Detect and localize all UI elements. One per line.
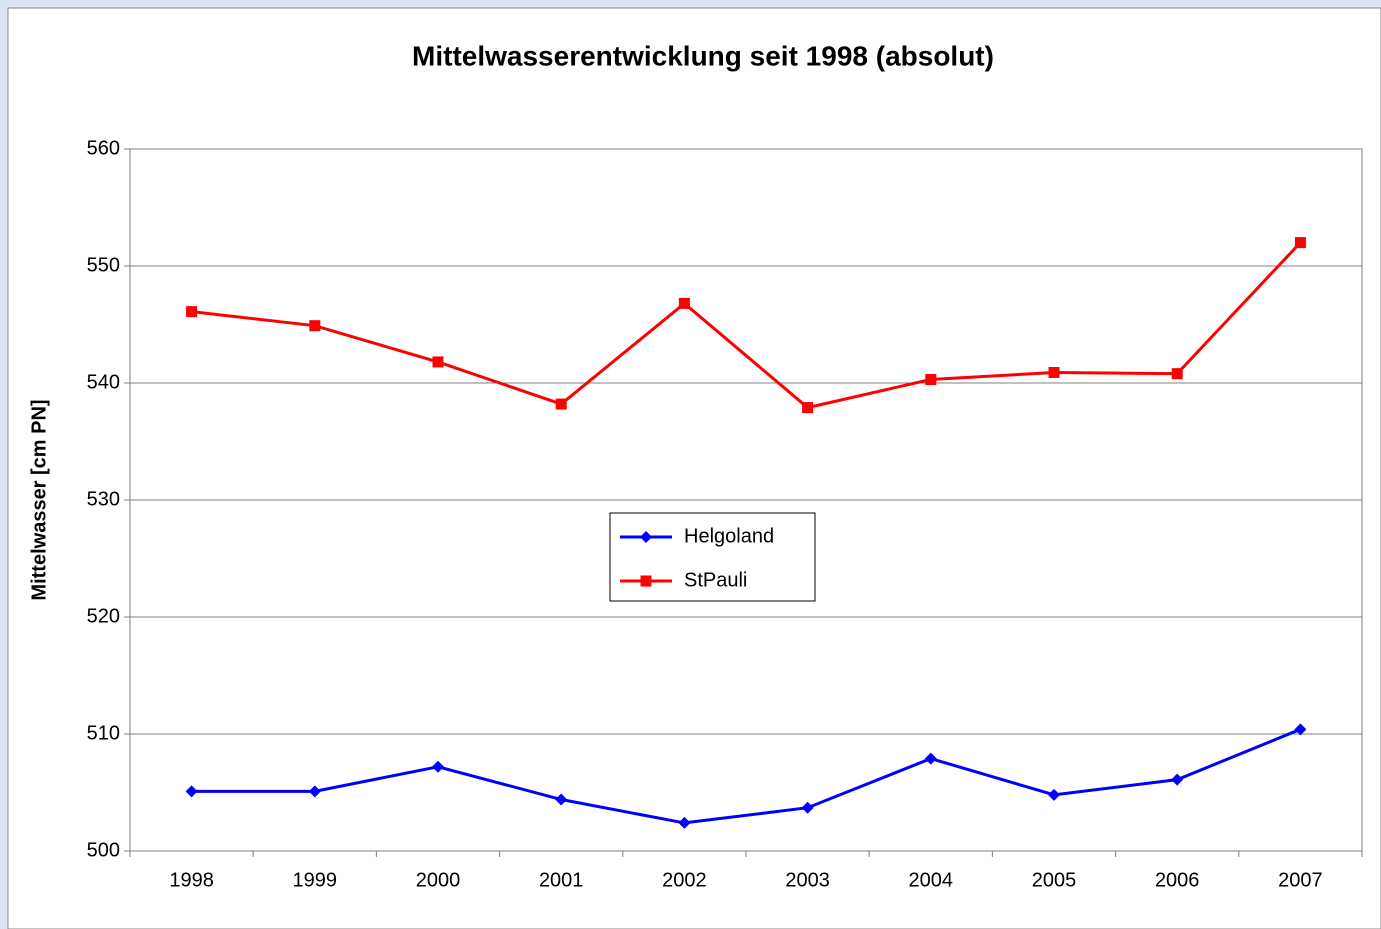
data-point (1294, 723, 1307, 736)
data-point (802, 402, 814, 414)
data-point (432, 760, 444, 773)
x-tick-label: 2007 (1278, 869, 1323, 891)
data-point (1294, 237, 1306, 249)
y-tick-label: 550 (87, 254, 120, 276)
data-point (925, 373, 937, 385)
x-tick-label: 2003 (785, 869, 830, 891)
y-tick-label: 530 (87, 488, 120, 510)
data-point (1048, 788, 1060, 801)
data-point (678, 297, 690, 309)
data-point (1171, 773, 1184, 786)
x-tick-label: 1999 (293, 869, 338, 891)
chart-title: Mittelwasserentwicklung seit 1998 (absol… (412, 40, 994, 71)
data-point (185, 785, 198, 798)
x-tick-label: 2005 (1032, 869, 1077, 891)
legend-label: Helgoland (684, 525, 774, 547)
legend-label: StPauli (684, 569, 747, 591)
y-tick-label: 500 (87, 839, 120, 861)
data-point (555, 793, 568, 806)
data-point (924, 752, 937, 765)
y-tick-label: 560 (87, 137, 120, 159)
data-point (308, 785, 321, 798)
series-line (191, 241, 1302, 410)
x-tick-label: 2000 (416, 869, 461, 891)
data-point (309, 320, 321, 332)
x-tick-label: 1998 (169, 869, 214, 891)
x-tick-label: 2001 (539, 869, 584, 891)
series-line (191, 727, 1301, 825)
data-point (432, 356, 444, 368)
y-tick-label: 510 (87, 722, 120, 744)
data-point (1171, 368, 1183, 380)
x-tick-label: 2006 (1155, 869, 1200, 891)
data-point (186, 306, 198, 318)
y-tick-label: 540 (87, 371, 120, 393)
data-point (801, 801, 814, 814)
data-point (1048, 366, 1060, 378)
x-tick-label: 2002 (662, 869, 707, 891)
y-tick-label: 520 (87, 605, 120, 627)
x-tick-label: 2004 (909, 869, 954, 891)
legend-marker (640, 531, 652, 543)
data-point (555, 398, 567, 410)
data-point (678, 816, 691, 829)
y-axis-label: Mittelwasser [cm PN] (28, 399, 50, 600)
legend-marker (640, 575, 652, 587)
